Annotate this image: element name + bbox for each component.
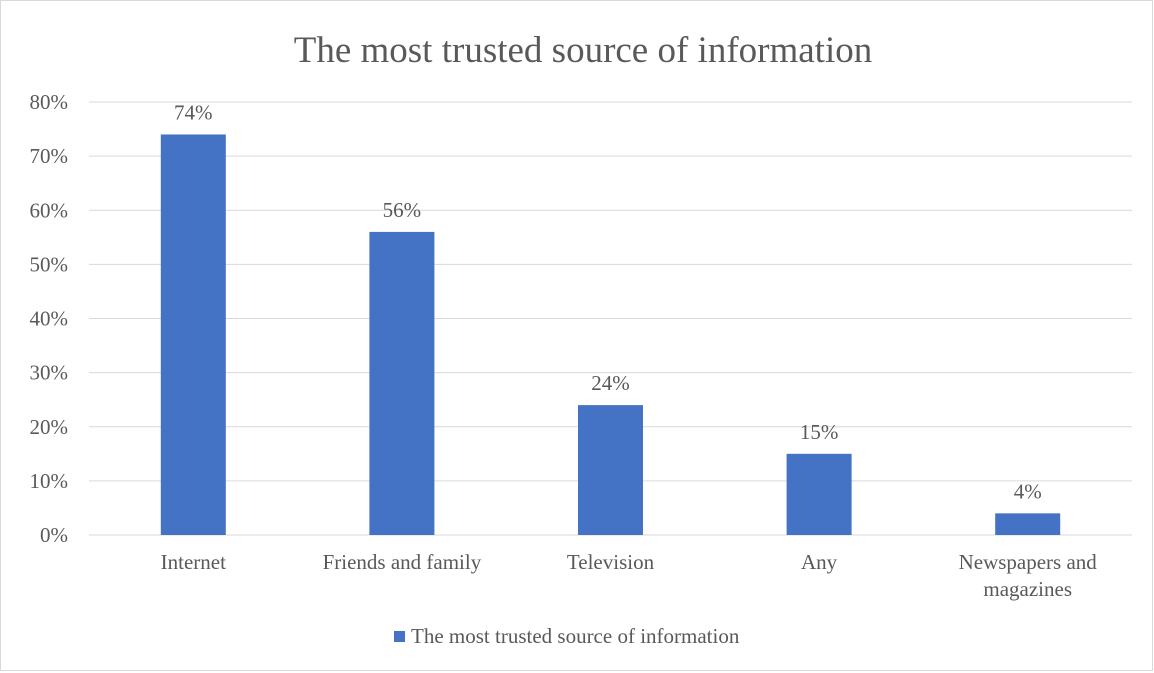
x-tick-label: Internet bbox=[161, 550, 226, 574]
y-tick-label: 20% bbox=[30, 415, 69, 439]
x-tick-label: Friends and family bbox=[323, 550, 482, 574]
y-tick-label: 60% bbox=[30, 198, 69, 222]
data-labels: 74% 56% 24% 15% 4% bbox=[174, 100, 1042, 503]
x-axis-category-labels: Internet Friends and family Television Any N… bbox=[161, 550, 1098, 601]
data-label: 4% bbox=[1014, 479, 1042, 503]
y-tick-label: 10% bbox=[30, 469, 69, 493]
legend-swatch bbox=[394, 631, 405, 642]
y-tick-label: 40% bbox=[30, 307, 69, 331]
bar bbox=[786, 453, 852, 535]
data-label: 15% bbox=[800, 420, 839, 444]
chart-title: The most trusted source of information bbox=[294, 30, 873, 71]
y-axis-tick-labels: 0% 10% 20% 30% 40% 50% 60% 70% 80% bbox=[30, 90, 69, 547]
y-tick-label: 30% bbox=[30, 361, 69, 385]
data-label: 74% bbox=[174, 100, 213, 124]
data-label: 24% bbox=[591, 371, 630, 395]
y-tick-label: 50% bbox=[30, 252, 69, 276]
bar bbox=[578, 405, 643, 535]
x-tick-label: Any bbox=[801, 550, 838, 574]
data-label: 56% bbox=[383, 198, 422, 222]
y-tick-label: 80% bbox=[30, 90, 69, 114]
y-tick-label: 70% bbox=[30, 144, 69, 168]
legend: The most trusted source of information bbox=[394, 624, 740, 648]
x-tick-label: Television bbox=[567, 550, 655, 574]
y-tick-label: 0% bbox=[40, 523, 68, 547]
bars bbox=[160, 134, 1061, 535]
bar bbox=[995, 513, 1061, 535]
bar bbox=[369, 231, 435, 535]
x-tick-label: Newspapers and magazines bbox=[959, 550, 1098, 601]
legend-label: The most trusted source of information bbox=[411, 624, 740, 648]
gridlines bbox=[89, 101, 1132, 536]
bar bbox=[160, 134, 226, 535]
